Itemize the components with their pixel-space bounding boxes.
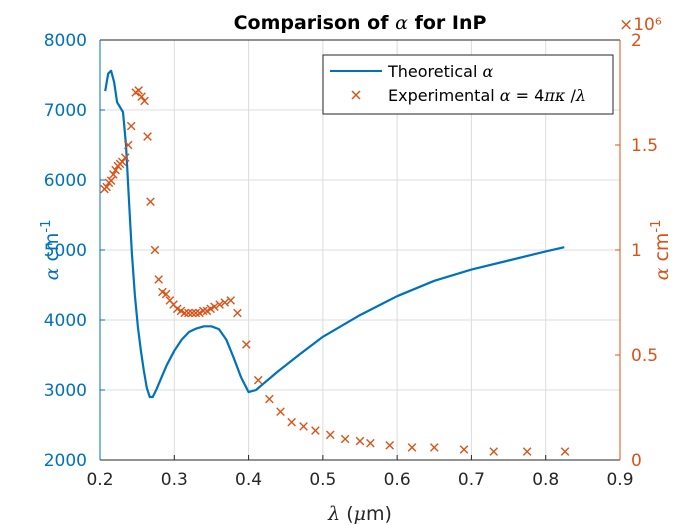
x-tick-label: 0.9 bbox=[606, 470, 633, 490]
experimental-point bbox=[325, 430, 335, 440]
experimental-point bbox=[117, 157, 127, 167]
experimental-point bbox=[215, 300, 224, 309]
experimental-point bbox=[106, 176, 116, 185]
experimental-point bbox=[407, 443, 417, 452]
experimental-point bbox=[109, 170, 118, 179]
experimental-point bbox=[220, 298, 230, 307]
y-left-tick-label: 3000 bbox=[44, 381, 87, 401]
experimental-point bbox=[276, 407, 285, 416]
experimental-point bbox=[560, 447, 570, 456]
experimental-point bbox=[111, 165, 120, 175]
y-axis-label-right: α cm-1 bbox=[649, 220, 673, 281]
experimental-point bbox=[226, 296, 236, 305]
x-tick-label: 0.6 bbox=[384, 470, 411, 490]
x-tick-label: 0.5 bbox=[309, 470, 336, 490]
experimental-point bbox=[242, 340, 251, 349]
x-tick-label: 0.4 bbox=[235, 470, 262, 490]
y-left-tick-label: 6000 bbox=[44, 171, 87, 191]
experimental-point bbox=[311, 426, 320, 435]
x-tick-label: 0.8 bbox=[532, 470, 559, 490]
chart-title: Comparison of α for InP bbox=[234, 12, 487, 34]
experimental-point bbox=[459, 445, 469, 454]
experimental-point bbox=[120, 153, 130, 162]
x-tick-label: 0.3 bbox=[161, 470, 188, 490]
x-tick-label: 0.7 bbox=[458, 470, 485, 490]
legend-label-experimental: Experimental α = 4πκ /λ bbox=[388, 86, 586, 105]
experimental-point bbox=[154, 275, 163, 284]
experimental-point bbox=[287, 417, 296, 427]
legend-box bbox=[322, 54, 614, 115]
experimental-point bbox=[102, 182, 111, 192]
experimental-point bbox=[184, 308, 193, 318]
experimental-point bbox=[137, 92, 146, 101]
y-left-tick-label: 2000 bbox=[44, 451, 87, 471]
y-left-tick-label: 8000 bbox=[44, 31, 87, 51]
experimental-point bbox=[146, 197, 155, 206]
x-tick-label: 0.2 bbox=[86, 470, 113, 490]
y-right-tick-label: 1.5 bbox=[631, 136, 658, 156]
y-axis-label-left: α cm-1 bbox=[39, 220, 63, 281]
theoretical-series bbox=[104, 69, 565, 399]
legend-marker-experimental bbox=[351, 90, 361, 100]
experimental-point bbox=[126, 121, 136, 131]
experimental-point bbox=[143, 132, 152, 141]
experimental-point bbox=[123, 140, 133, 150]
experimental-point bbox=[522, 447, 532, 456]
experimental-point bbox=[191, 308, 201, 318]
experimental-point bbox=[198, 306, 208, 316]
y-right-tick-label: 1 bbox=[631, 241, 642, 261]
y-right-tick-label: 2 bbox=[631, 31, 642, 51]
right-axis-exponent: ×10⁶ bbox=[619, 15, 662, 35]
experimental-point bbox=[489, 447, 499, 456]
experimental-point bbox=[299, 422, 308, 431]
experimental-point bbox=[187, 308, 197, 318]
y-right-tick-label: 0 bbox=[631, 451, 642, 471]
experimental-point bbox=[134, 86, 143, 95]
theoretical-line bbox=[104, 69, 565, 399]
experimental-point bbox=[140, 96, 149, 106]
y-left-tick-label: 7000 bbox=[44, 101, 87, 121]
legend: Theoretical α Experimental α = 4πκ /λ bbox=[322, 54, 614, 115]
tick-labels: 0.2 0.3 0.4 0.5 0.6 0.7 0.8 0.9 2000 3000 4000 5000… bbox=[44, 31, 658, 490]
experimental-series bbox=[100, 86, 570, 456]
experimental-point bbox=[180, 308, 189, 318]
legend-label-theoretical: Theoretical α bbox=[387, 62, 493, 81]
experimental-point bbox=[355, 436, 365, 446]
experimental-point bbox=[265, 394, 274, 404]
y-left-tick-label: 5000 bbox=[44, 241, 87, 261]
y-right-tick-label: 0.5 bbox=[631, 346, 658, 366]
experimental-point bbox=[233, 308, 242, 318]
y-left-tick-label: 4000 bbox=[44, 311, 87, 331]
experimental-point bbox=[253, 375, 263, 385]
experimental-point bbox=[366, 438, 375, 448]
experimental-point bbox=[210, 302, 219, 311]
experimental-point bbox=[340, 434, 350, 444]
experimental-point bbox=[429, 443, 439, 452]
experimental-point bbox=[385, 441, 395, 450]
experimental-point bbox=[161, 289, 171, 299]
experimental-point bbox=[150, 245, 160, 255]
axes bbox=[99, 39, 621, 461]
x-axis-label: λ (μm) bbox=[327, 503, 392, 525]
